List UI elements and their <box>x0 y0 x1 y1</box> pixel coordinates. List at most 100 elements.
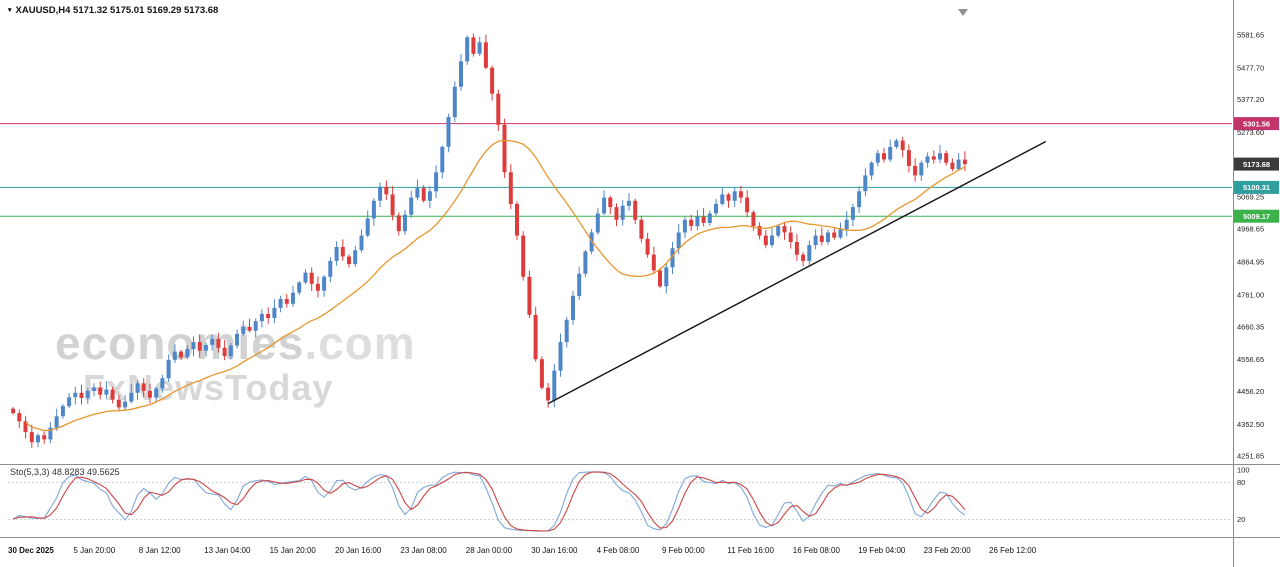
candle-body <box>838 229 843 238</box>
price-badge[interactable] <box>1234 209 1279 223</box>
candle-body <box>931 156 936 160</box>
candle-body <box>135 383 140 393</box>
candle-body <box>558 342 563 371</box>
candle-body <box>788 232 793 242</box>
candle-body <box>888 146 893 160</box>
candle-body <box>85 390 90 398</box>
candle-body <box>421 188 426 201</box>
candle-body <box>726 194 731 201</box>
candle-body <box>850 207 855 220</box>
time-axis-label: 23 Feb 20:00 <box>924 546 972 555</box>
candle-body <box>670 248 675 268</box>
watermark-subbrand: FxNewsToday <box>83 367 334 408</box>
candle-body <box>707 213 712 223</box>
candle-body <box>322 276 327 291</box>
candle-body <box>794 242 799 255</box>
candle-body <box>104 389 109 395</box>
candle-body <box>390 194 395 216</box>
candle-body <box>446 117 451 147</box>
watermark-brand: economies.com <box>55 320 416 366</box>
candle-body <box>309 272 314 284</box>
candle-body <box>869 162 874 176</box>
candle-body <box>129 392 134 402</box>
candle-body <box>882 153 886 160</box>
price-badge[interactable] <box>1234 157 1279 171</box>
candle-body <box>944 153 949 163</box>
price-axis-tick: 5273.60 <box>1237 128 1264 137</box>
candle-body <box>720 194 725 204</box>
candle-body <box>235 333 239 346</box>
candle-body <box>160 378 165 389</box>
candle-body <box>682 219 687 233</box>
candle-body <box>110 389 115 400</box>
candle-body <box>552 370 557 401</box>
stochastic-main-line <box>12 471 966 532</box>
candle-body <box>745 197 750 213</box>
indicator-axis-tick: 100 <box>1237 466 1250 475</box>
candle-body <box>228 345 233 357</box>
candle-body <box>147 390 152 398</box>
candle-body <box>23 421 28 433</box>
candle-body <box>633 200 638 220</box>
indicator-axis-tick: 20 <box>1237 515 1245 524</box>
candle-body <box>303 272 308 283</box>
candle-body <box>465 37 470 62</box>
candle-body <box>154 388 159 398</box>
candle-body <box>98 387 103 395</box>
candle-body <box>938 153 942 160</box>
candle-body <box>92 387 96 391</box>
trendline[interactable] <box>547 140 1047 405</box>
price-badge[interactable] <box>1234 180 1279 194</box>
candle-body <box>172 351 177 360</box>
chart-shift-icon[interactable] <box>958 9 968 16</box>
time-axis-label: 30 Jan 16:00 <box>531 546 578 555</box>
candle-body <box>956 159 961 170</box>
candle-body <box>334 247 339 261</box>
candle-body <box>521 235 526 277</box>
candle-body <box>757 226 762 236</box>
candle-body <box>315 283 320 291</box>
watermark-brand-suffix: .com <box>304 317 416 369</box>
candle-body <box>527 276 532 315</box>
candle-body <box>54 416 59 428</box>
candle-body <box>17 413 22 422</box>
price-axis-tick: 5069.25 <box>1237 193 1264 202</box>
candle-body <box>664 267 669 287</box>
price-badge[interactable] <box>1234 117 1279 131</box>
indicator-label: Sto(5,3,3) 48.8283 49.5625 <box>10 467 120 477</box>
time-axis-label: 26 Feb 12:00 <box>989 546 1037 555</box>
time-axis-label: 30 Dec 2025 <box>8 546 54 555</box>
candle-body <box>241 326 246 334</box>
price-badge-label: 5301.56 <box>1243 119 1270 128</box>
candle-body <box>210 338 215 345</box>
candle-body <box>539 359 544 388</box>
time-axis-label: 8 Jan 12:00 <box>139 546 181 555</box>
candle-body <box>894 140 899 147</box>
candle-body <box>863 175 868 192</box>
moving-average-line[interactable] <box>25 139 966 432</box>
candle-body <box>801 254 806 261</box>
time-axis-label: 16 Feb 08:00 <box>793 546 841 555</box>
candle-body <box>284 299 289 304</box>
stochastic-signal-line <box>12 471 966 532</box>
candle-body <box>185 349 190 358</box>
candle-body <box>602 197 607 214</box>
candle-body <box>583 251 588 274</box>
candle-body <box>782 226 787 233</box>
candle-body <box>645 238 650 255</box>
candle-body <box>197 342 202 351</box>
candle-body <box>166 359 171 379</box>
candle-body <box>179 351 183 358</box>
candle-body <box>515 203 519 236</box>
time-axis-label: 13 Jan 04:00 <box>204 546 251 555</box>
time-axis-label: 23 Jan 08:00 <box>400 546 447 555</box>
price-axis-tick: 4556.65 <box>1237 355 1264 364</box>
candle-body <box>11 408 16 414</box>
candle-body <box>490 67 495 94</box>
candle-body <box>440 146 445 173</box>
symbol-marker-icon: ▾ <box>8 7 12 14</box>
candle-body <box>141 383 146 391</box>
price-badge-label: 5100.31 <box>1243 183 1270 192</box>
candle-body <box>496 93 501 125</box>
